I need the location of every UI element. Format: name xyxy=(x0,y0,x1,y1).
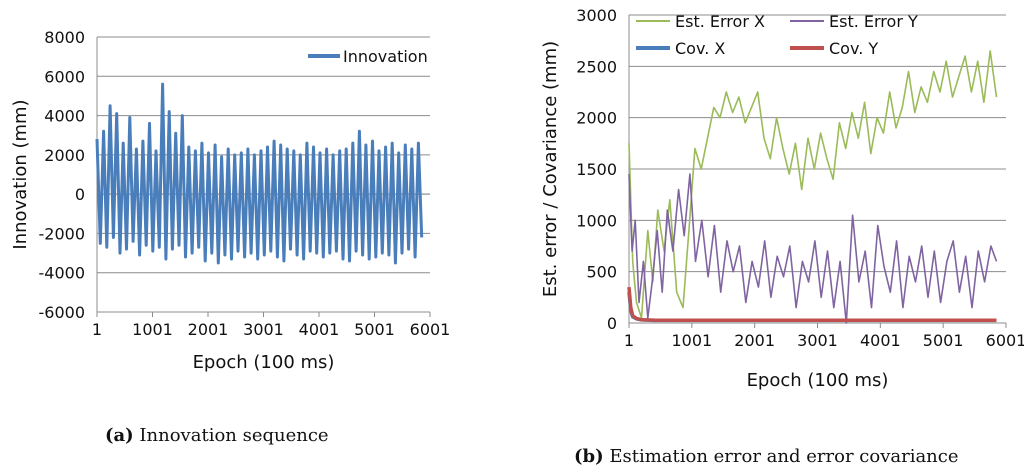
chart-b-series-est-error-y xyxy=(628,173,998,324)
chart-b-legend-label-3: Cov. Y xyxy=(829,39,878,58)
chart-b-y-tick-label-1: 2500 xyxy=(576,57,617,76)
chart-b-series-est-error-x xyxy=(628,50,998,319)
chart-b-y-tick-label-3: 1500 xyxy=(576,160,617,179)
chart-b-legend-label-2: Cov. X xyxy=(675,39,725,58)
chart-a-y-tick-label-7: -6000 xyxy=(39,303,86,322)
chart-a-y-tick-label-4: 0 xyxy=(75,185,85,204)
chart-b-x-tick-label-2: 2001 xyxy=(734,331,775,350)
chart-b-x-tick-label-4: 4001 xyxy=(860,331,901,350)
chart-a-x-tick-label-0: 1 xyxy=(92,320,102,339)
chart-a-y-tick-label-3: 2000 xyxy=(44,146,85,165)
chart-a-y-tick-label-6: -4000 xyxy=(39,264,86,283)
chart-a-x-tick-label-5: 5001 xyxy=(354,320,395,339)
chart-b-series-cov-y xyxy=(627,286,997,322)
chart-b-legend-label-1: Est. Error Y xyxy=(829,12,918,31)
chart-a-x-tick-label-1: 1001 xyxy=(132,320,173,339)
caption-a-label: (a) xyxy=(105,425,134,446)
chart-a-x-tick-label-2: 2001 xyxy=(188,320,229,339)
chart-b-y-tick-label-0: 3000 xyxy=(576,6,617,25)
caption-a: (a) Innovation sequence xyxy=(105,425,329,446)
chart-a-y-tick-label-2: 4000 xyxy=(44,107,85,126)
chart-b-y-tick-label-5: 500 xyxy=(586,263,617,282)
chart-b-y-tick-label-4: 1000 xyxy=(576,211,617,230)
chart-a-x-tick-label-6: 6001 xyxy=(410,320,451,339)
caption-a-text: Innovation sequence xyxy=(133,425,329,446)
caption-b: (b) Estimation error and error covarianc… xyxy=(574,446,959,467)
chart-b-y-tick-label-6: 0 xyxy=(607,314,617,333)
chart-b-x-tick-label-1: 1001 xyxy=(671,331,712,350)
chart-b-x-axis-label: Epoch (100 ms) xyxy=(747,370,889,391)
chart-b-y-tick-label-2: 2000 xyxy=(576,109,617,128)
chart-b-legend-label-0: Est. Error X xyxy=(675,12,765,31)
chart-b-x-tick-label-6: 6001 xyxy=(986,331,1024,350)
caption-b-label: (b) xyxy=(574,446,604,467)
chart-a-y-tick-label-0: 8000 xyxy=(44,28,85,47)
chart-b-x-tick-label-3: 3001 xyxy=(797,331,838,350)
chart-b-x-tick-label-0: 1 xyxy=(624,331,634,350)
chart-a-x-tick-label-3: 3001 xyxy=(243,320,284,339)
chart-a-y-tick-label-5: -2000 xyxy=(39,224,86,243)
chart-a-y-tick-label-1: 6000 xyxy=(44,67,85,86)
chart-a-x-axis-label: Epoch (100 ms) xyxy=(193,352,335,373)
chart-b-x-tick-label-5: 5001 xyxy=(923,331,964,350)
chart-b-y-axis-label: Est. error / Covariance (mm) xyxy=(540,41,561,297)
chart-a-x-tick-label-4: 4001 xyxy=(299,320,340,339)
caption-b-text: Estimation error and error covariance xyxy=(603,446,959,467)
chart-a-y-axis-label: Innovation (mm) xyxy=(10,99,31,249)
chart-a-legend-label-0: Innovation xyxy=(343,47,428,66)
chart-a-series-innovation xyxy=(95,82,424,265)
